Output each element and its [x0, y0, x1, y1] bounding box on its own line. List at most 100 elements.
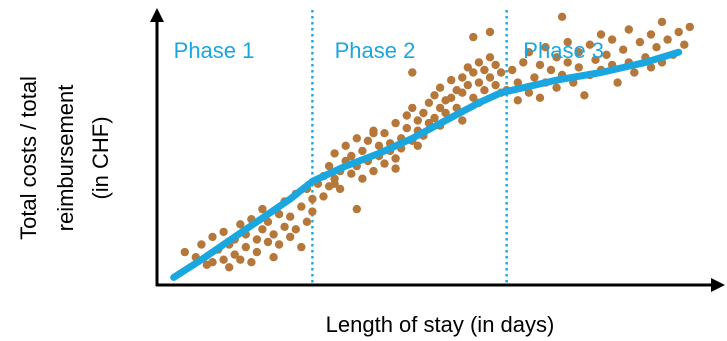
data-point — [347, 151, 356, 161]
data-point — [524, 48, 534, 57]
data-point — [491, 60, 500, 70]
data-point — [646, 63, 656, 72]
data-point — [263, 237, 273, 247]
data-point — [252, 247, 262, 257]
data-point — [241, 242, 250, 252]
data-point — [380, 129, 389, 138]
phase-labels: Phase 1 Phase 2 Phase 3 — [174, 38, 604, 63]
data-point — [247, 258, 256, 267]
data-point — [269, 230, 278, 239]
data-point — [680, 40, 689, 49]
data-point — [596, 30, 606, 39]
data-point — [535, 60, 545, 70]
data-point — [180, 247, 189, 257]
data-point — [291, 225, 300, 234]
data-point — [358, 174, 367, 183]
data-point — [513, 96, 522, 105]
data-point — [469, 93, 478, 103]
data-point — [219, 227, 228, 237]
phase-label-3: Phase 3 — [523, 38, 604, 63]
data-point — [557, 12, 567, 21]
data-point — [519, 58, 528, 67]
data-point — [469, 32, 478, 42]
data-point — [624, 25, 633, 34]
data-point — [280, 222, 289, 231]
data-point — [485, 53, 495, 62]
data-point — [491, 80, 500, 90]
data-point — [225, 263, 234, 272]
data-point — [208, 232, 217, 242]
data-point — [330, 179, 339, 188]
data-point — [630, 68, 639, 77]
data-point — [258, 225, 267, 234]
data-points — [180, 12, 694, 272]
data-point — [274, 240, 284, 249]
data-point — [685, 22, 694, 32]
data-point — [430, 113, 439, 123]
data-point — [297, 202, 306, 211]
data-point — [424, 98, 434, 108]
data-point — [219, 255, 228, 264]
axes — [150, 8, 725, 292]
data-point — [391, 164, 400, 173]
data-point — [208, 258, 217, 267]
data-point — [252, 235, 262, 244]
data-point — [230, 250, 239, 259]
data-point — [347, 169, 356, 178]
data-point — [458, 116, 467, 125]
data-point — [324, 161, 334, 171]
data-point — [485, 73, 495, 82]
data-point — [458, 73, 467, 82]
data-point — [435, 83, 445, 92]
data-point — [380, 159, 389, 168]
data-point — [341, 141, 350, 150]
data-point — [358, 146, 367, 156]
data-point — [402, 123, 411, 133]
data-point — [585, 40, 595, 49]
data-point — [552, 53, 561, 62]
data-point — [546, 65, 556, 75]
data-point — [302, 217, 312, 226]
data-point — [413, 116, 422, 125]
data-point — [574, 48, 583, 57]
data-point — [447, 75, 456, 85]
x-axis-arrow-icon — [711, 278, 725, 292]
data-point — [352, 134, 361, 143]
data-point — [363, 136, 373, 145]
data-point — [524, 88, 534, 97]
data-point — [441, 108, 450, 118]
data-point — [513, 78, 522, 87]
data-point — [580, 91, 589, 100]
data-point — [391, 118, 400, 128]
data-point — [308, 194, 317, 204]
data-point — [408, 103, 417, 113]
data-point — [530, 73, 539, 82]
data-point — [419, 108, 428, 118]
data-point — [602, 50, 611, 59]
data-point — [463, 80, 472, 90]
data-point — [236, 220, 245, 229]
data-point — [286, 212, 295, 221]
data-point — [297, 242, 306, 252]
data-point — [619, 45, 628, 54]
data-point — [236, 255, 245, 264]
data-point — [391, 154, 400, 163]
data-point — [496, 68, 506, 77]
data-point — [430, 91, 439, 100]
data-point — [613, 78, 622, 87]
phase-label-1: Phase 1 — [174, 38, 255, 63]
data-point — [308, 207, 317, 216]
data-point — [408, 68, 417, 77]
data-point — [474, 58, 484, 67]
y-axis-label-line-1: Total costs / total — [16, 76, 41, 240]
data-point — [541, 43, 550, 52]
data-point — [552, 83, 561, 92]
data-point — [469, 68, 478, 77]
data-point — [286, 232, 295, 242]
data-point — [646, 30, 656, 39]
data-point — [369, 129, 378, 138]
data-point — [435, 103, 445, 113]
data-point — [474, 78, 484, 87]
trend-line — [170, 48, 683, 281]
